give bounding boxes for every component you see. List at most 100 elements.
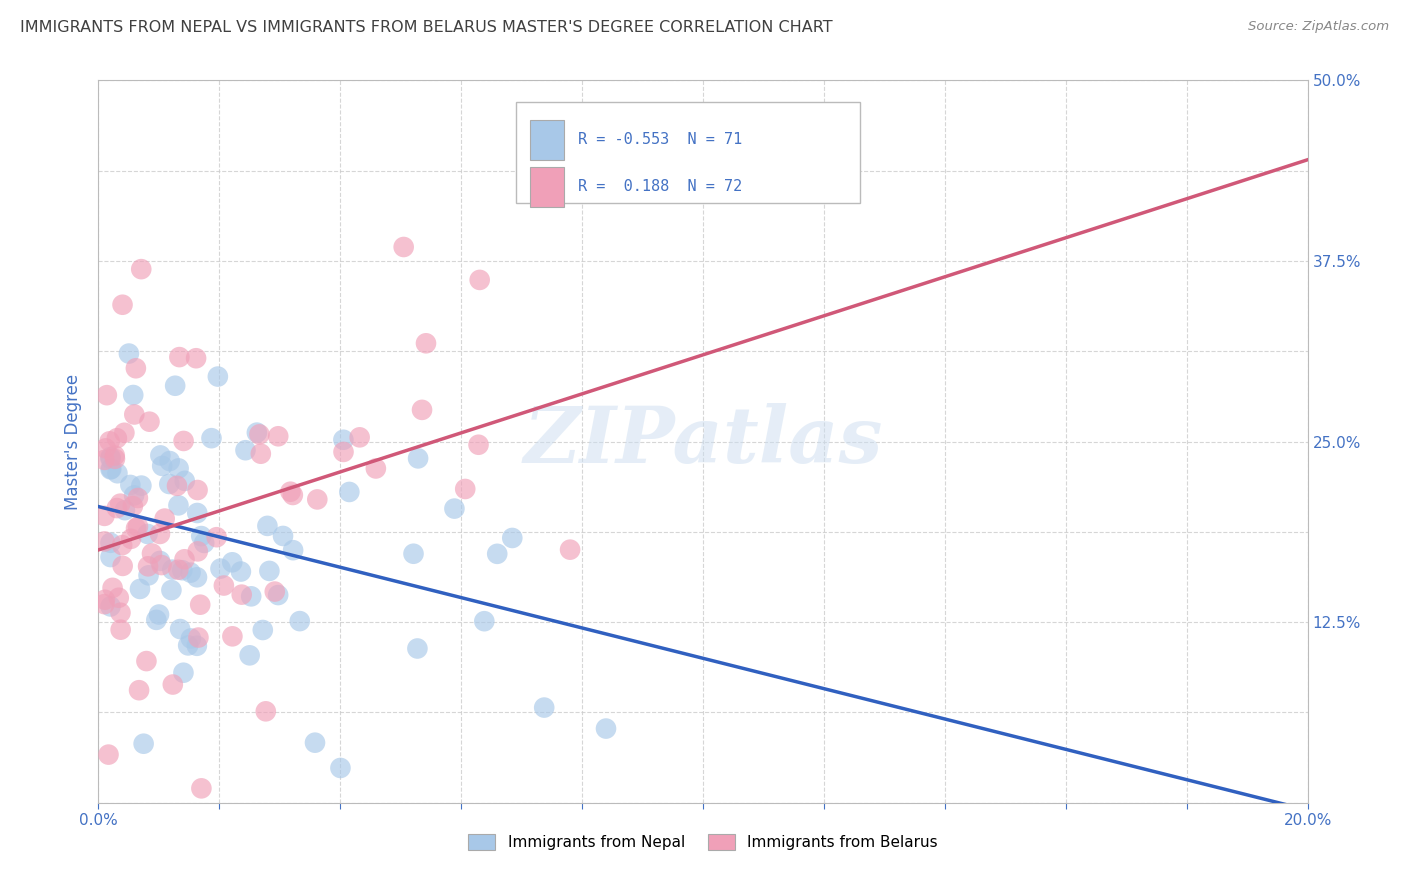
Point <box>124 408 146 422</box>
Point <box>187 483 209 497</box>
Point <box>150 558 173 572</box>
Point <box>173 474 195 488</box>
Point <box>110 606 132 620</box>
Point <box>100 451 122 466</box>
Point <box>172 563 194 577</box>
Point <box>263 584 285 599</box>
Point <box>165 378 187 392</box>
Point <box>332 433 354 447</box>
Point <box>100 462 122 476</box>
Point <box>307 492 329 507</box>
Point <box>153 511 176 525</box>
Point <box>94 592 117 607</box>
Point <box>212 578 235 592</box>
Point <box>332 445 354 459</box>
Point <box>120 478 142 492</box>
Point <box>454 482 477 496</box>
Point <box>100 536 122 550</box>
Point <box>138 568 160 582</box>
Point <box>190 781 212 796</box>
Point <box>93 453 115 467</box>
Point <box>259 564 281 578</box>
Text: R = -0.553  N = 71: R = -0.553 N = 71 <box>578 132 742 147</box>
Point <box>122 488 145 502</box>
Point <box>349 430 371 444</box>
Point <box>169 622 191 636</box>
Point <box>200 431 222 445</box>
Text: R =  0.188  N = 72: R = 0.188 N = 72 <box>578 179 742 194</box>
Point <box>111 298 134 312</box>
Legend: Immigrants from Nepal, Immigrants from Belarus: Immigrants from Nepal, Immigrants from B… <box>461 829 945 856</box>
Point <box>246 425 269 440</box>
Point <box>169 350 191 364</box>
Point <box>166 479 188 493</box>
Point <box>93 597 115 611</box>
Point <box>150 458 173 473</box>
Point <box>231 588 253 602</box>
Point <box>122 388 145 402</box>
Point <box>173 552 195 566</box>
Point <box>254 704 277 718</box>
Point <box>104 449 127 463</box>
Point <box>125 361 148 376</box>
Point <box>107 467 129 481</box>
Point <box>111 538 134 552</box>
Point <box>468 273 491 287</box>
Point <box>149 554 172 568</box>
Point <box>392 240 415 254</box>
Point <box>415 336 437 351</box>
Point <box>136 559 159 574</box>
Point <box>186 639 208 653</box>
Point <box>105 431 128 445</box>
Point <box>533 700 555 714</box>
Point <box>188 598 211 612</box>
Point <box>110 623 132 637</box>
Point <box>467 438 489 452</box>
Point <box>186 570 208 584</box>
FancyBboxPatch shape <box>516 102 860 203</box>
Point <box>110 497 132 511</box>
Point <box>221 555 243 569</box>
Point <box>118 346 141 360</box>
Point <box>443 501 465 516</box>
Point <box>180 632 202 646</box>
Point <box>160 583 183 598</box>
Point <box>97 747 120 762</box>
Point <box>132 737 155 751</box>
Point <box>186 506 208 520</box>
Point <box>239 648 262 663</box>
Point <box>180 566 202 580</box>
Point <box>281 488 304 502</box>
Point <box>172 665 194 680</box>
Point <box>136 527 159 541</box>
Point <box>187 544 209 558</box>
Point <box>558 542 581 557</box>
Point <box>329 761 352 775</box>
Point <box>472 614 495 628</box>
Point <box>402 547 425 561</box>
Y-axis label: Master's Degree: Master's Degree <box>65 374 83 509</box>
Point <box>157 477 180 491</box>
Point <box>411 402 433 417</box>
FancyBboxPatch shape <box>530 167 564 207</box>
Point <box>98 434 121 449</box>
Point <box>167 563 190 577</box>
Point <box>127 519 149 533</box>
Point <box>207 369 229 384</box>
Point <box>131 478 153 492</box>
Point <box>129 582 152 596</box>
Point <box>149 527 172 541</box>
Point <box>281 543 304 558</box>
Point <box>100 462 122 476</box>
Point <box>107 591 129 605</box>
Point <box>267 588 290 602</box>
Text: ZIPatlas: ZIPatlas <box>523 403 883 480</box>
Point <box>145 613 167 627</box>
FancyBboxPatch shape <box>530 120 564 160</box>
Point <box>94 442 117 456</box>
Point <box>112 425 135 440</box>
Point <box>104 451 127 466</box>
Point <box>406 451 429 466</box>
Point <box>209 561 232 575</box>
Point <box>122 499 145 513</box>
